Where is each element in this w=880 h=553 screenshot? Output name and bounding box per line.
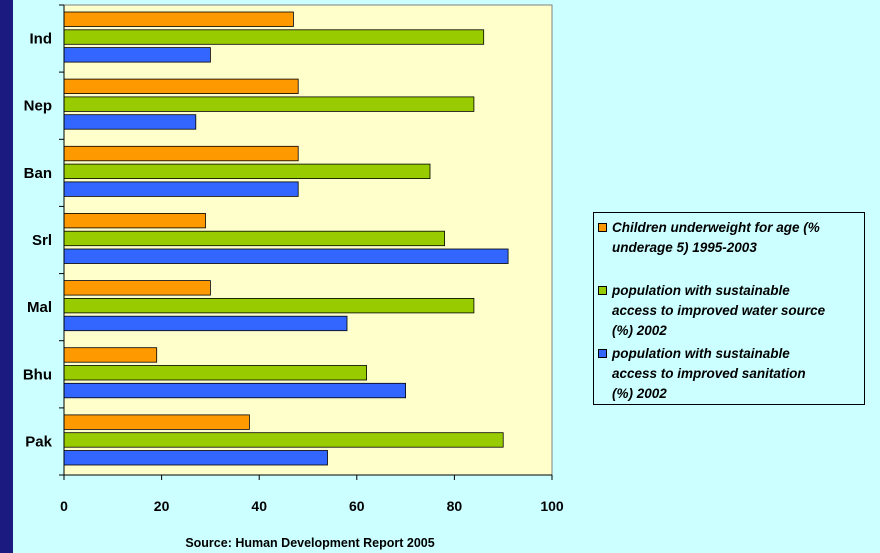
category-label-bhu: Bhu (23, 366, 52, 383)
bar-pak-series-3 (63, 450, 328, 466)
x-tick-label-0: 0 (60, 498, 68, 514)
x-tick-label-60: 60 (349, 498, 365, 514)
bar-srl-series-2 (63, 230, 446, 247)
bar-bhu-series-3 (63, 382, 407, 399)
bar-pak-series-2 (63, 432, 504, 448)
bar-nep-series-3 (63, 114, 197, 130)
bar-nep-series-1 (63, 78, 299, 94)
bar-bhu-series-1 (63, 347, 158, 363)
bar-pak-series-1 (63, 414, 250, 430)
legend-label: population with sustainable access to imp… (612, 346, 806, 401)
category-label-mal: Mal (27, 299, 52, 316)
x-tick-label-40: 40 (251, 498, 267, 514)
bar-ban-series-3 (63, 181, 299, 197)
bar-ind-series-2 (63, 29, 485, 45)
bar-srl-series-3 (63, 248, 509, 264)
legend-swatch (598, 223, 607, 232)
bar-ind-series-1 (63, 11, 294, 27)
bar-mal-series-2 (63, 297, 475, 314)
source-note: Source: Human Development Report 2005 (185, 536, 434, 550)
bar-mal-series-1 (63, 280, 211, 296)
category-label-pak: Pak (25, 433, 52, 450)
category-label-ind: Ind (30, 31, 53, 48)
legend-label: population with sustainable access to imp… (612, 283, 826, 338)
bar-mal-series-3 (63, 315, 348, 332)
bar-nep-series-2 (63, 96, 475, 112)
x-tick-label-100: 100 (540, 498, 564, 514)
category-label-srl: Srl (32, 232, 52, 249)
category-label-nep: Nep (24, 98, 52, 115)
legend-item-series-1: Children underweight for age (% underage … (598, 218, 862, 258)
bar-ind-series-3 (63, 47, 211, 63)
legend-swatch (598, 349, 607, 358)
legend-item-series-2: population with sustainable access to imp… (598, 281, 862, 341)
legend-label: Children underweight for age (% underage … (612, 220, 820, 255)
left-frame-strip (0, 0, 13, 553)
legend-swatch (598, 286, 607, 295)
category-label-ban: Ban (24, 165, 52, 182)
x-tick-label-80: 80 (447, 498, 463, 514)
bar-srl-series-1 (63, 212, 206, 229)
legend-item-series-3: population with sustainable access to imp… (598, 344, 862, 404)
bar-ban-series-2 (63, 163, 431, 180)
bar-ban-series-1 (63, 145, 299, 162)
chart-legend: Children underweight for age (% underage … (593, 212, 865, 405)
axes-layer: Ind Nep Ban Srl Mal Bhu Pak 0 20 40 60 80 100 (23, 4, 564, 514)
bar-bhu-series-2 (63, 365, 368, 381)
x-tick-label-20: 20 (154, 498, 170, 514)
